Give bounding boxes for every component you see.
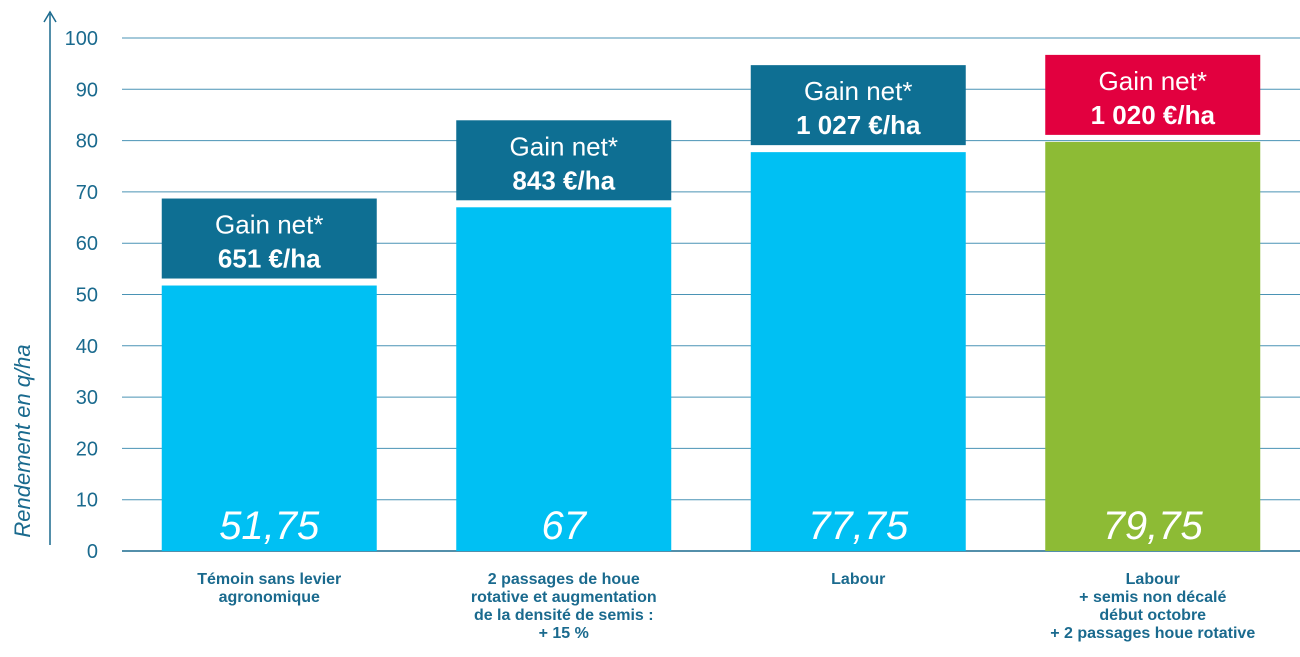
y-tick-label: 50 <box>76 285 98 307</box>
bar <box>750 152 966 551</box>
gain-box <box>750 65 966 146</box>
bar-value-label: 79,75 <box>1103 504 1204 548</box>
category-label: rotative et augmentation <box>471 589 657 606</box>
y-axis-label: Rendement en q/ha <box>10 344 35 537</box>
y-tick-label: 10 <box>76 490 98 512</box>
y-axis-arrow-icon <box>43 10 57 23</box>
bar-value-label: 67 <box>542 504 588 548</box>
category-label: + 15 % <box>539 625 589 642</box>
y-tick-label: 60 <box>76 233 98 255</box>
y-tick-label: 40 <box>76 336 98 358</box>
category-label: de la densité de semis : <box>474 607 654 624</box>
category-label: début octobre <box>1099 607 1206 624</box>
y-tick-label: 100 <box>65 28 98 50</box>
bar-value-label: 77,75 <box>808 504 909 548</box>
bar <box>161 285 377 551</box>
bar <box>1045 141 1261 551</box>
gain-amount: 651 €/ha <box>218 244 321 274</box>
gain-amount: 1 020 €/ha <box>1091 100 1216 130</box>
gain-title: Gain net* <box>510 131 618 161</box>
category-label: Labour <box>1126 571 1180 588</box>
category-label: 2 passages de houe <box>488 571 640 588</box>
category-label: + 2 passages houe rotative <box>1050 625 1255 642</box>
y-tick-label: 20 <box>76 438 98 460</box>
gain-title: Gain net* <box>804 76 912 106</box>
gain-title: Gain net* <box>1099 66 1207 96</box>
gain-amount: 843 €/ha <box>512 165 615 195</box>
bar <box>456 207 672 552</box>
bars: 51,75 Gain net* 651 €/ha 67 Gain net* 843 €/h… <box>161 54 1261 552</box>
y-axis-ticks: 0 10 20 30 40 50 60 70 80 90 100 <box>65 28 98 563</box>
gain-title: Gain net* <box>215 210 323 240</box>
y-tick-label: 90 <box>76 79 98 101</box>
y-tick-label: 80 <box>76 131 98 153</box>
category-label: Labour <box>831 571 885 588</box>
category-label: Témoin sans levier <box>197 571 341 588</box>
gain-box <box>1045 54 1261 135</box>
gain-amount: 1 027 €/ha <box>796 110 921 140</box>
gain-box <box>456 120 672 201</box>
category-label: agronomique <box>219 589 320 606</box>
y-tick-label: 0 <box>87 541 98 563</box>
gain-box <box>161 198 377 279</box>
category-label: + semis non décalé <box>1079 589 1226 606</box>
bar-value-label: 51,75 <box>219 504 320 548</box>
y-tick-label: 70 <box>76 182 98 204</box>
y-tick-label: 30 <box>76 387 98 409</box>
